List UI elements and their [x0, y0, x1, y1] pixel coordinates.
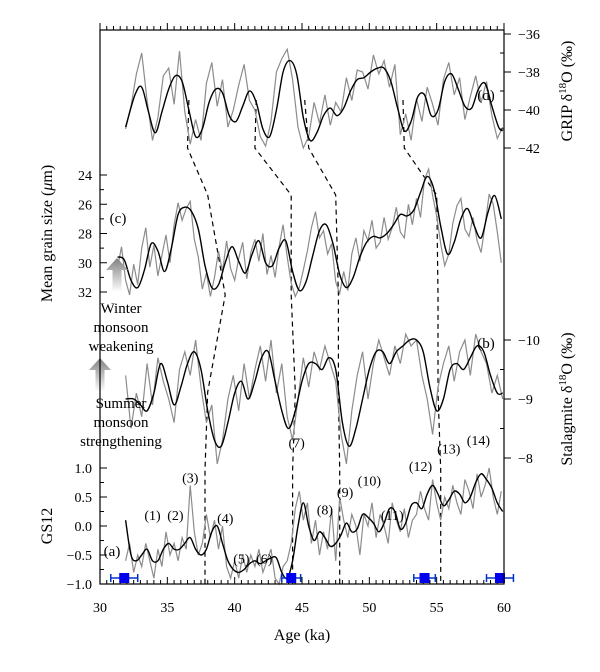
event-label: (5): [233, 553, 250, 568]
y-tick-label: −1.0: [67, 578, 92, 593]
event-label: (2): [167, 509, 184, 524]
y-tick-label: 0.0: [75, 520, 93, 535]
y-axis-title-b: Stalagmite δ18O (‰): [557, 332, 576, 465]
plot-frame: [99, 29, 505, 585]
raw-series-line-c: [116, 166, 502, 299]
series-group: [116, 47, 504, 586]
smoothed-series-line-a: [124, 473, 504, 580]
y-tick-label: 28: [78, 228, 92, 243]
y-axis-b: −10 −9 −8 Stalagmite δ18O (‰): [500, 332, 576, 467]
x-tick-label: 30: [93, 601, 107, 616]
annotation-text: monsoon: [93, 320, 149, 336]
y-axis-title-a: GS12: [39, 508, 56, 544]
correlation-dashed-line: [402, 99, 442, 584]
x-tick-label: 60: [497, 601, 511, 616]
smoothed-series-line-b: [125, 338, 503, 449]
y-tick-label: −10: [518, 334, 540, 349]
x-tick-label: 55: [430, 601, 444, 616]
x-tick-label: 35: [160, 601, 174, 616]
event-label: (7): [288, 437, 305, 452]
event-label: (14): [467, 434, 491, 449]
y-tick-label: 24: [78, 169, 92, 184]
y-tick-label: 26: [78, 198, 92, 213]
x-tick-labels: 30 35 40 45 50 55 60: [93, 601, 511, 616]
event-label: (11): [381, 509, 404, 524]
panel-c: [116, 166, 502, 299]
y-axis-title-c: Mean grain size (μm): [39, 165, 56, 302]
y-axis-d: −36 −38 −40 −42 GRIP δ18O (‰): [500, 28, 576, 157]
event-label: (13): [437, 443, 461, 458]
x-tick-label: 40: [228, 601, 242, 616]
event-label: (4): [217, 512, 234, 527]
event-label: (10): [358, 474, 382, 489]
panel-labels: (d) (c) (b) (a): [104, 88, 495, 560]
raw-series-line-a: [125, 467, 502, 586]
y-tick-label: 1.0: [75, 462, 93, 477]
y-tick-label: 0.5: [75, 491, 93, 506]
panel-label-d: (d): [477, 88, 495, 104]
smoothed-series-line-d: [124, 59, 504, 142]
panel-d: [124, 47, 504, 150]
correlation-dashed-line: [254, 99, 296, 584]
up-arrow-icon: [106, 258, 128, 292]
age-date-marker: [281, 573, 302, 583]
event-labels: (1) (2) (3) (4) (5) (6) (7) (8)(9) (10) (11) (12) (…: [144, 434, 490, 568]
annotation-text: Summer: [96, 396, 147, 412]
y-axes: −36 −38 −40 −42 GRIP δ18O (‰) 24 26 28 30 32 Mean …: [39, 28, 576, 593]
panel-label-b: (b): [477, 336, 495, 352]
y-tick-label: −42: [518, 142, 540, 157]
smoothed-series-line-c: [117, 175, 502, 292]
x-axis-ticks: [99, 23, 505, 584]
x-tick-label: 50: [362, 601, 376, 616]
y-tick-label: −36: [518, 28, 540, 43]
age-date-marker: [110, 573, 139, 583]
x-axis-title: Age (ka): [274, 627, 330, 644]
correlation-dashed-line: [186, 99, 226, 584]
annotation-text: monsoon: [93, 415, 149, 431]
y-tick-label: −0.5: [67, 549, 92, 564]
panel-a: [124, 467, 504, 586]
panel-b: [125, 332, 504, 465]
event-label: (6): [256, 553, 273, 568]
raw-series-line-d: [125, 47, 504, 150]
event-label: (1): [144, 509, 161, 524]
y-axis-c: 24 26 28 30 32 Mean grain size (μm): [39, 165, 107, 302]
y-tick-label: −40: [518, 104, 540, 119]
panel-label-c: (c): [110, 211, 127, 227]
raw-series-line-b: [125, 332, 504, 465]
panel-label-a: (a): [104, 544, 121, 560]
age-date-marker: [485, 573, 515, 583]
correlation-lines: [186, 99, 442, 584]
y-axis-title-d: GRIP δ18O (‰): [557, 41, 576, 142]
correlation-dashed-line: [304, 99, 341, 584]
event-label: (9): [337, 486, 354, 501]
y-tick-label: −8: [518, 452, 533, 467]
y-tick-label: 32: [78, 286, 92, 301]
y-tick-label: 30: [78, 257, 92, 272]
y-tick-label: −9: [518, 393, 533, 408]
event-label: (12): [409, 460, 433, 475]
age-date-marker: [413, 573, 437, 583]
monsoon-annotations: Winter monsoon weakening Summer monsoon stren…: [80, 258, 162, 450]
annotation-text: Winter: [100, 301, 141, 317]
event-label: (8): [317, 503, 334, 518]
annotation-text: weakening: [89, 339, 154, 355]
y-tick-label: −38: [518, 66, 540, 81]
x-tick-label: 45: [295, 601, 309, 616]
event-label: (3): [182, 472, 199, 487]
y-axis-a: −1.0 −0.5 0.0 0.5 1.0 GS12: [39, 462, 107, 593]
age-dates: [110, 573, 515, 583]
annotation-text: strengthening: [80, 434, 162, 450]
